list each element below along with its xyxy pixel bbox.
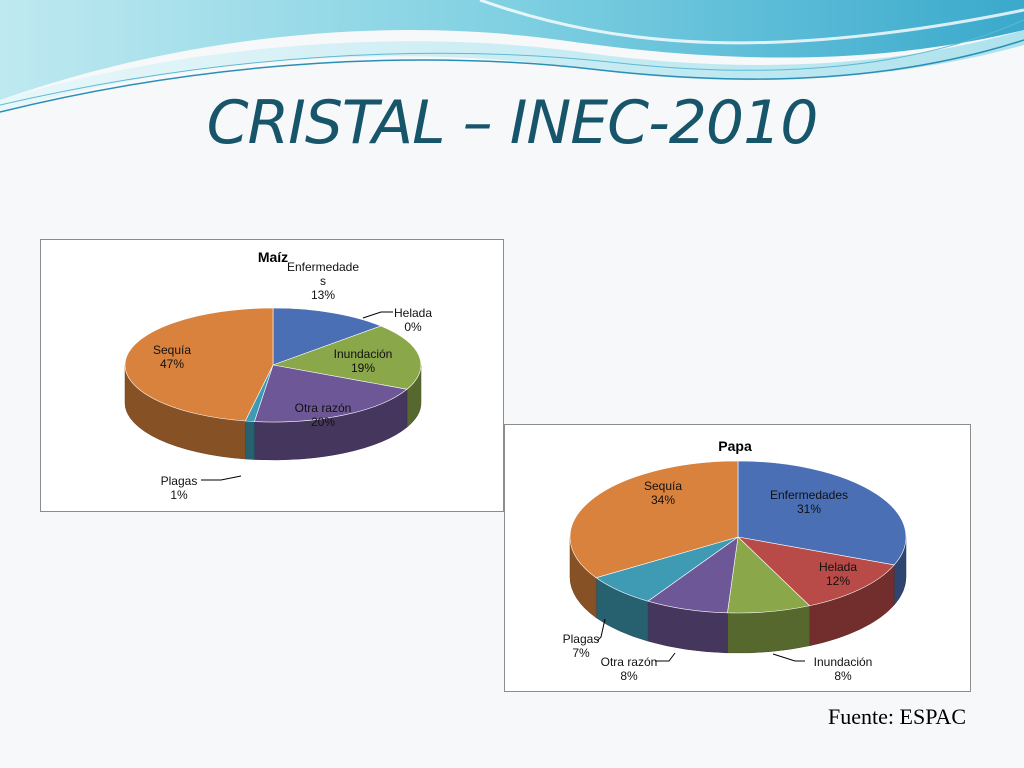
data-label-otra-razon: Otra razón 8%	[601, 655, 658, 683]
data-label-plagas: Plagas 1%	[161, 474, 198, 502]
leader-line-otra-razon	[655, 652, 676, 662]
data-label-sequia: Sequía 47%	[153, 343, 191, 371]
slice-otra-razon	[254, 364, 408, 423]
data-label-plagas: Plagas 7%	[563, 632, 600, 660]
leader-line-plagas	[201, 475, 242, 481]
data-label-inundacion: Inundación 8%	[814, 655, 873, 683]
pie-sides	[569, 536, 907, 654]
slice-helada	[737, 536, 895, 607]
chart-papa: Papa Enfermedades 31% Helada 12% Inundación 8%…	[504, 424, 971, 692]
data-label-helada: Helada 0%	[394, 306, 432, 334]
data-label-inundacion: Inundación 19%	[334, 347, 393, 375]
slide-title: CRISTAL – INEC-2010	[206, 88, 819, 158]
chart-title: Papa	[718, 438, 752, 454]
leader-line-plagas	[596, 618, 606, 642]
data-label-helada: Helada 12%	[819, 560, 857, 588]
pie-labels: Papa Enfermedades 31% Helada 12% Inundación 8%…	[563, 438, 873, 683]
side-plagas	[245, 420, 255, 460]
slice-sequia	[569, 460, 739, 579]
leader-line-inundacion	[772, 653, 805, 662]
pie-top	[569, 460, 907, 614]
slice-sequia	[124, 307, 274, 422]
pie-sides	[124, 364, 422, 461]
data-label-sequia: Sequía 34%	[644, 479, 682, 507]
leader-line-helada	[362, 311, 393, 319]
chart-maiz: Maíz Enfermedade s 13% Helada 0% Inundación 19%…	[40, 239, 504, 512]
pie-chart-papa: Papa Enfermedades 31% Helada 12% Inundación 8%…	[563, 438, 907, 683]
source-note: Fuente: ESPAC	[828, 704, 966, 729]
slice-enfermedades	[272, 307, 382, 366]
pie-top	[124, 307, 422, 423]
slice-inundacion	[271, 325, 422, 390]
chart-title: Maíz	[258, 249, 288, 265]
background-waves	[0, 0, 1024, 113]
data-label-enfermedades: Enfermedades 31%	[770, 488, 848, 516]
data-label-otra-razon: Otra razón 20%	[295, 401, 352, 429]
data-label-enfermedades: Enfermedade s 13%	[287, 260, 359, 302]
slice-enfermedades	[737, 460, 907, 566]
